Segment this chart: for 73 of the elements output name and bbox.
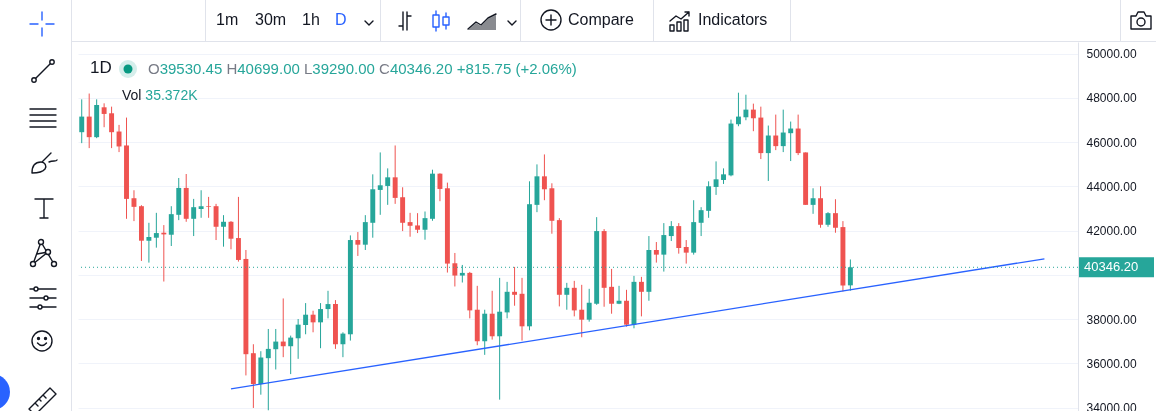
candlestick (407, 212, 413, 238)
candlestick (437, 172, 443, 202)
candlestick (735, 92, 741, 127)
candlestick (191, 198, 197, 237)
y-tick-label: 36000.00 (1086, 356, 1137, 371)
candlestick (79, 98, 85, 144)
candlestick (86, 93, 92, 149)
text: D (335, 11, 347, 29)
candlestick (586, 288, 592, 323)
candlestick (415, 212, 421, 234)
candlestick (624, 289, 629, 328)
candlestick (303, 302, 309, 335)
candlestick (743, 94, 749, 121)
annotation: Vol 35.372K (122, 87, 198, 103)
candlestick (564, 282, 570, 311)
ref-line-label: 40346.20 (1084, 259, 1139, 275)
text: 1m (216, 11, 239, 29)
candlestick (571, 280, 577, 317)
candlestick (750, 103, 756, 132)
candlestick (713, 160, 719, 196)
candlestick (213, 203, 219, 241)
text: 1h (302, 11, 320, 29)
candlestick (452, 252, 458, 287)
candlestick (265, 328, 271, 411)
candlestick (235, 196, 241, 263)
candlestick (377, 151, 383, 216)
candlestick (340, 331, 346, 358)
candlestick (109, 106, 115, 149)
candlestick (504, 281, 510, 319)
candlestick (221, 214, 226, 248)
text: O39530.45 H40699.00 L39290.00 C40346.20 +815.75 (+2.06%) (148, 60, 577, 77)
candlestick (698, 206, 704, 237)
text: 1D (90, 58, 112, 78)
candlestick (765, 125, 771, 182)
candlestick (833, 198, 838, 234)
y-tick-label: 38000.00 (1086, 312, 1137, 327)
text: Indicators (698, 11, 768, 29)
candlestick (773, 114, 779, 151)
candlestick (385, 167, 391, 206)
text: Compare (568, 11, 634, 29)
candlestick (609, 268, 615, 315)
candlestick (168, 205, 174, 247)
candlestick (146, 222, 152, 264)
y-tick-label: 46000.00 (1086, 135, 1137, 150)
candlestick (288, 335, 294, 375)
candlestick (153, 212, 159, 249)
candlestick (810, 187, 816, 215)
candlestick (198, 189, 204, 219)
candlestick (101, 102, 107, 128)
candlestick (295, 318, 301, 360)
candlestick (392, 144, 398, 205)
candlestick (489, 290, 495, 341)
candlestick (318, 302, 323, 349)
candlestick (273, 328, 279, 370)
candlestick (512, 266, 518, 307)
y-tick-label: 50000.00 (1086, 47, 1137, 62)
candlestick (676, 222, 682, 255)
candlestick (206, 196, 212, 219)
candlestick (668, 220, 674, 242)
candlestick (638, 276, 644, 317)
candlestick (653, 241, 659, 264)
y-tick-label: 42000.00 (1086, 224, 1137, 239)
candlestick (541, 153, 547, 201)
candlestick (116, 124, 122, 153)
candlestick (780, 109, 786, 153)
candlestick (579, 284, 585, 338)
candlestick (683, 239, 689, 265)
candlestick (310, 310, 316, 333)
candlestick (362, 214, 368, 251)
y-tick-label: 44000.00 (1086, 179, 1137, 194)
text: 30m (255, 11, 287, 29)
candlestick (355, 231, 361, 257)
y-tick-label: 48000.00 (1086, 91, 1137, 106)
